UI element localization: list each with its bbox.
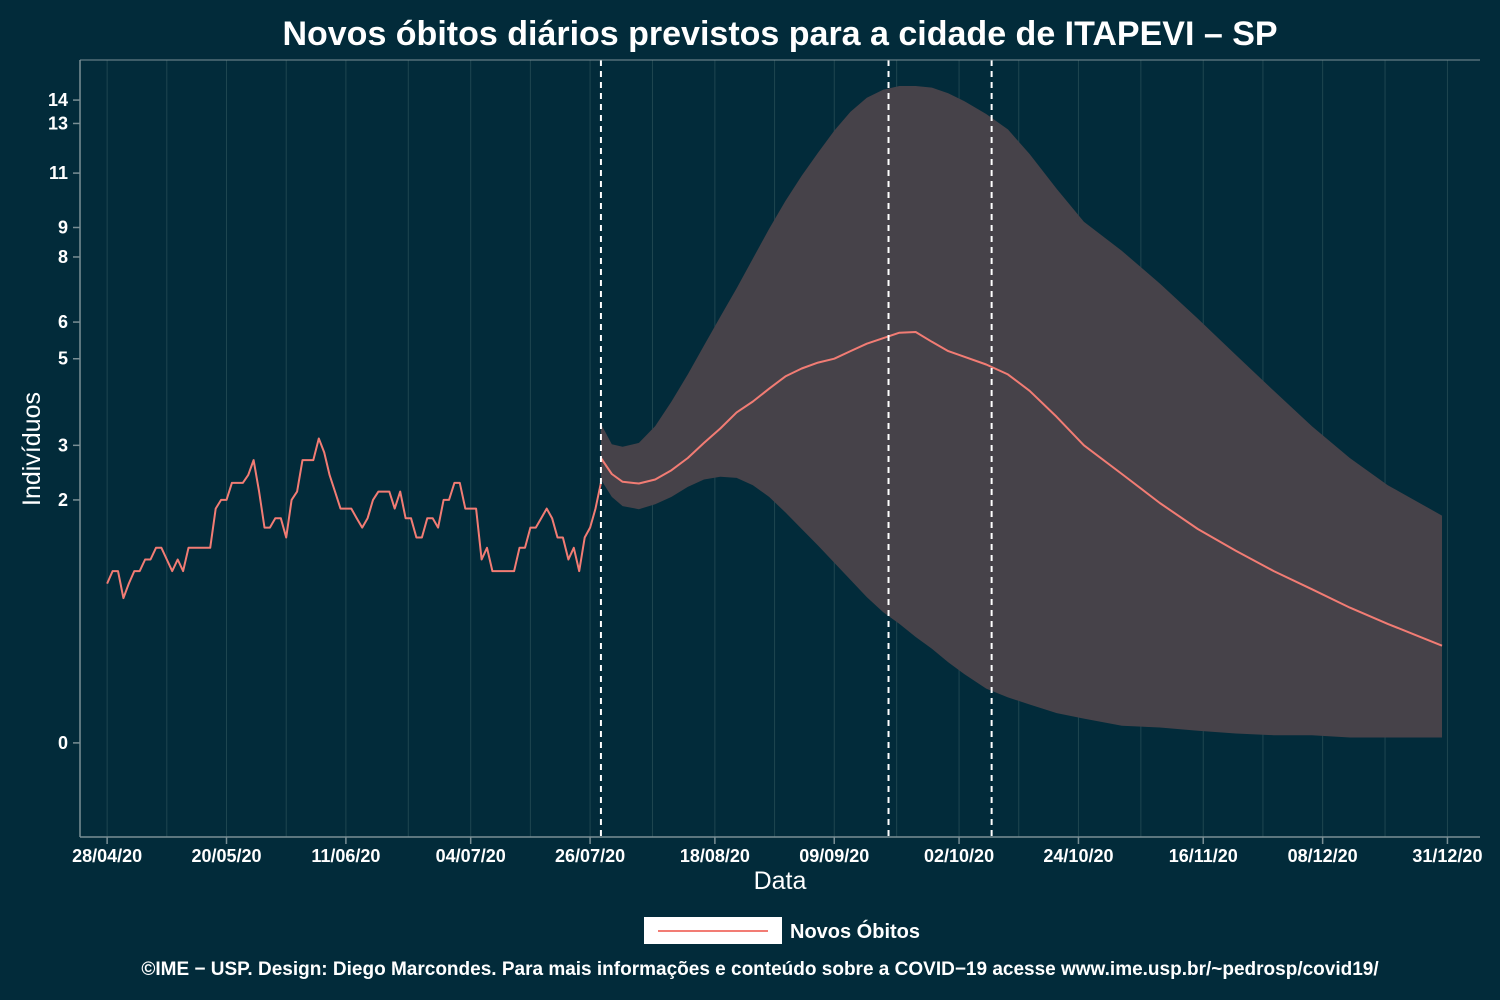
y-tick-label: 3 — [58, 435, 68, 455]
x-axis-title: Data — [754, 867, 807, 895]
y-tick-label: 2 — [58, 490, 68, 510]
y-tick-label: 0 — [58, 733, 68, 753]
y-tick-label: 8 — [58, 247, 68, 267]
x-tick-label: 24/10/20 — [1043, 846, 1113, 866]
forecast-confidence-band — [600, 86, 1442, 738]
x-tick-label: 28/04/20 — [72, 846, 142, 866]
x-tick-label: 20/05/20 — [191, 846, 261, 866]
caption: ©IME − USP. Design: Diego Marcondes. Par… — [141, 959, 1379, 980]
legend: Novos Óbitos — [644, 917, 920, 944]
y-tick-label: 6 — [58, 312, 68, 332]
x-tick-label: 08/12/20 — [1288, 846, 1358, 866]
x-tick-label: 09/09/20 — [799, 846, 869, 866]
chart-title: Novos óbitos diários previstos para a ci… — [282, 15, 1277, 53]
x-tick-label: 26/07/20 — [555, 846, 625, 866]
plot-area: 28/04/20 20/05/20 11/06/20 04/07/20 26/07/20… — [48, 59, 1482, 866]
y-tick-label: 11 — [49, 163, 68, 183]
y-tick-label: 5 — [58, 349, 68, 369]
legend-label: Novos Óbitos — [790, 919, 920, 943]
x-tick-label: 16/11/20 — [1169, 846, 1238, 866]
x-tick-label: 04/07/20 — [436, 846, 506, 866]
x-tick-label: 18/08/20 — [680, 846, 750, 866]
x-tick-label: 02/10/20 — [924, 846, 994, 866]
y-tick-label: 13 — [48, 113, 68, 133]
x-tick-label: 11/06/20 — [311, 846, 380, 866]
series-line-observed — [106, 437, 602, 600]
y-tick-label: 14 — [48, 90, 68, 110]
y-tick-label: 9 — [58, 217, 68, 237]
series-line-forecast — [600, 331, 1443, 647]
x-tick-label: 31/12/20 — [1412, 846, 1482, 866]
y-axis-title: Indivíduos — [18, 392, 46, 506]
